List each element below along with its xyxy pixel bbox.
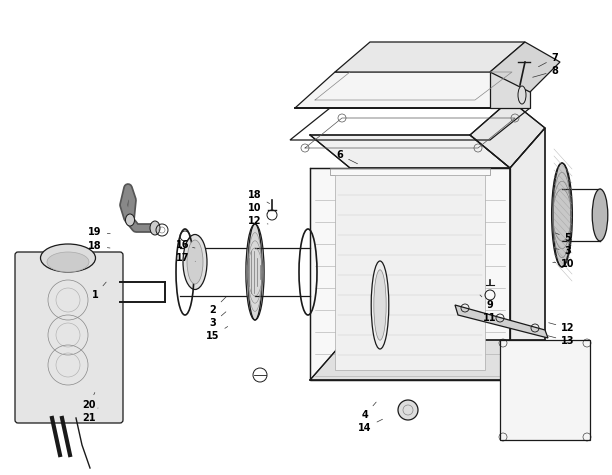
Polygon shape <box>310 340 545 380</box>
Ellipse shape <box>125 214 135 226</box>
Text: 9: 9 <box>480 295 493 310</box>
Text: 10: 10 <box>248 203 267 214</box>
Polygon shape <box>490 72 530 108</box>
Text: 21: 21 <box>82 408 98 423</box>
Text: 19: 19 <box>88 227 110 237</box>
Text: 16: 16 <box>176 240 195 250</box>
Ellipse shape <box>47 252 89 272</box>
Polygon shape <box>310 168 510 380</box>
Text: 12: 12 <box>549 323 575 333</box>
Text: 18: 18 <box>248 190 270 204</box>
Ellipse shape <box>592 189 608 241</box>
Text: 15: 15 <box>206 326 228 341</box>
Text: 13: 13 <box>548 336 575 346</box>
Ellipse shape <box>374 270 386 340</box>
Text: 10: 10 <box>553 259 575 269</box>
Ellipse shape <box>183 235 207 289</box>
Text: 8: 8 <box>532 66 558 77</box>
Text: 2: 2 <box>210 297 226 315</box>
Text: 17: 17 <box>176 253 195 263</box>
Polygon shape <box>335 175 485 370</box>
Text: 14: 14 <box>358 419 382 433</box>
Text: 20: 20 <box>82 392 95 410</box>
Ellipse shape <box>246 224 264 320</box>
Polygon shape <box>310 135 510 168</box>
Polygon shape <box>510 128 545 380</box>
Text: 3: 3 <box>210 312 226 328</box>
Polygon shape <box>455 305 548 338</box>
Text: 1: 1 <box>92 282 106 300</box>
Polygon shape <box>295 72 530 108</box>
Text: 3: 3 <box>554 246 572 256</box>
Text: 5: 5 <box>556 233 572 243</box>
Ellipse shape <box>551 163 572 267</box>
Polygon shape <box>335 42 525 72</box>
Polygon shape <box>490 42 560 92</box>
Polygon shape <box>500 340 590 440</box>
Text: 18: 18 <box>88 241 110 251</box>
Text: 11: 11 <box>480 312 497 323</box>
Ellipse shape <box>187 240 203 284</box>
Text: 7: 7 <box>539 53 558 67</box>
Text: 6: 6 <box>337 150 357 164</box>
Ellipse shape <box>371 261 389 349</box>
Polygon shape <box>470 100 545 168</box>
Ellipse shape <box>518 86 526 104</box>
FancyBboxPatch shape <box>15 252 123 423</box>
Text: 4: 4 <box>362 402 376 420</box>
Circle shape <box>398 400 418 420</box>
Ellipse shape <box>40 244 95 272</box>
Text: 12: 12 <box>248 216 268 226</box>
Ellipse shape <box>150 221 160 235</box>
